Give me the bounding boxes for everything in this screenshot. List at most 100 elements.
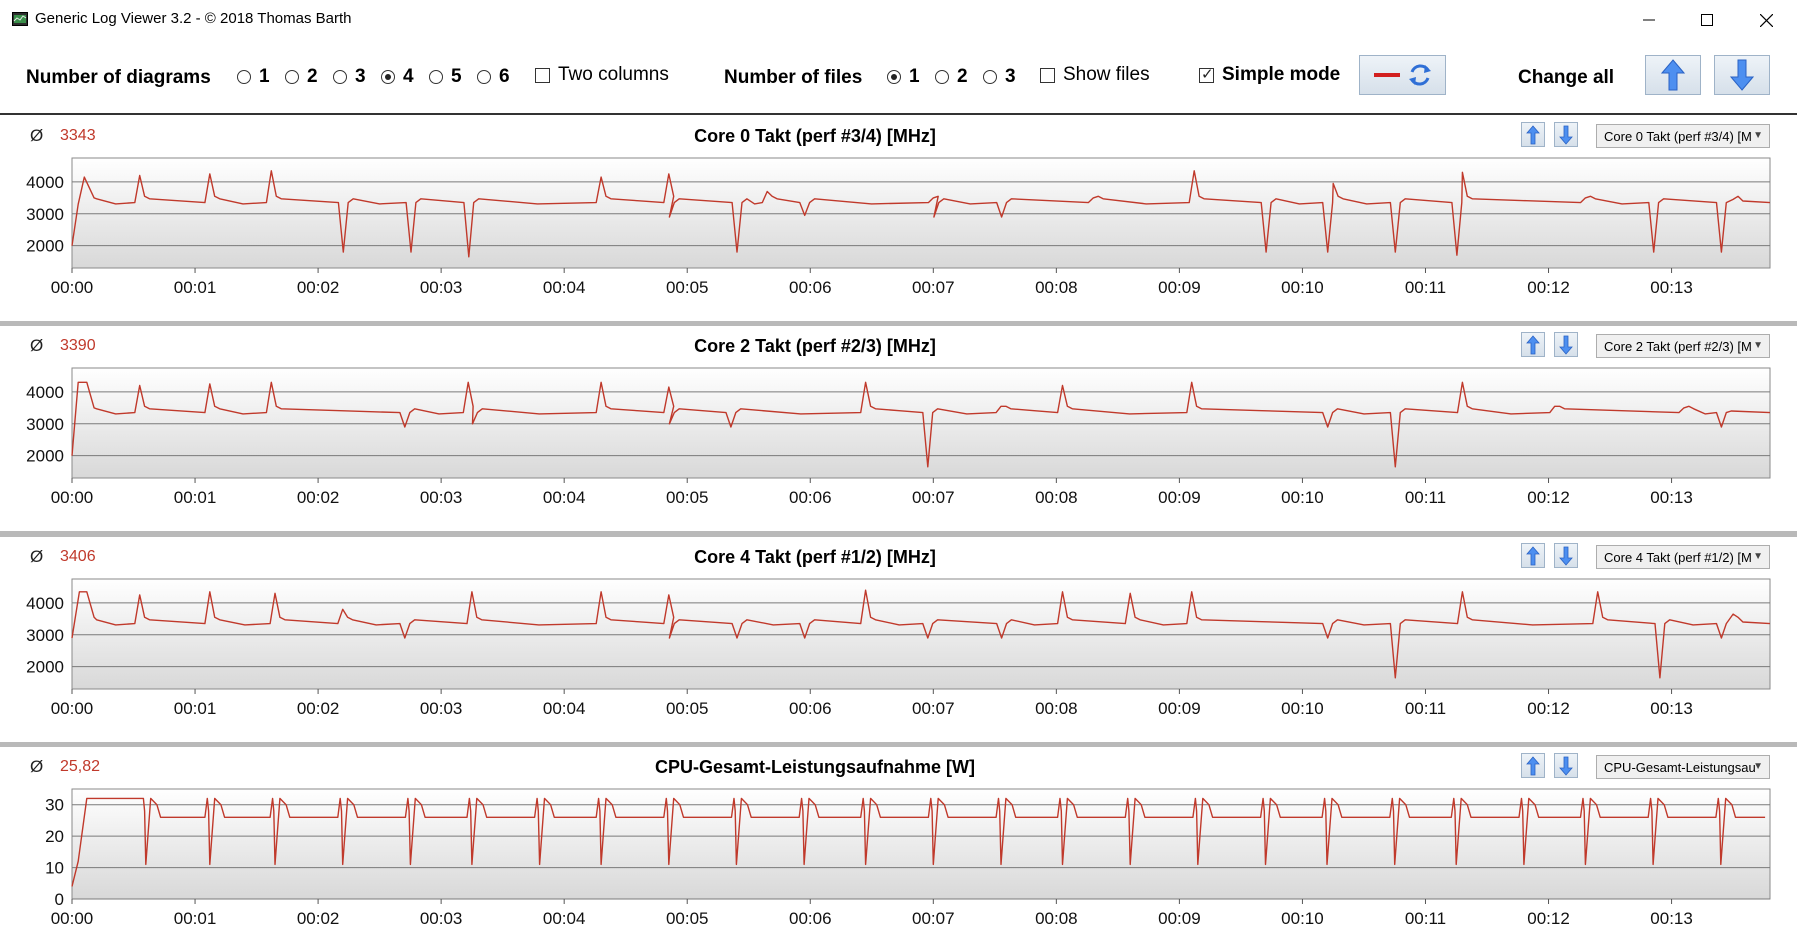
minimize-button[interactable]: [1620, 0, 1678, 40]
change-all-label: Change all: [1518, 67, 1615, 88]
diagram-panel-3: Ø 3406 Core 4 Takt (perf #1/2) [MHz] Cor…: [0, 537, 1797, 742]
arrow-down-icon: [1730, 59, 1754, 91]
simple-mode-checkbox[interactable]: Simple mode: [1199, 64, 1340, 86]
diagrams-radio-6[interactable]: 6: [477, 66, 510, 88]
line-color-refresh-button[interactable]: [1359, 55, 1446, 95]
x-tick-label: 00:06: [789, 699, 832, 718]
x-tick-label: 00:13: [1650, 699, 1693, 718]
x-tick-label: 00:01: [174, 278, 217, 297]
arrow-up-icon: [1526, 545, 1540, 565]
move-diagram-up-button[interactable]: [1521, 122, 1545, 147]
radio-label: 3: [1005, 66, 1016, 87]
diagrams-radio-3[interactable]: 3: [333, 66, 366, 88]
move-diagram-up-button[interactable]: [1521, 753, 1545, 778]
y-tick-label: 2000: [26, 447, 64, 466]
app-icon: [12, 12, 28, 26]
move-diagram-up-button[interactable]: [1521, 543, 1545, 568]
move-all-up-button[interactable]: [1645, 55, 1701, 95]
x-tick-label: 00:12: [1527, 699, 1570, 718]
radio-dot: [237, 70, 251, 84]
x-tick-label: 00:09: [1158, 278, 1201, 297]
x-tick-label: 00:10: [1281, 278, 1324, 297]
move-diagram-down-button[interactable]: [1554, 122, 1578, 147]
move-diagram-down-button[interactable]: [1554, 543, 1578, 568]
x-tick-label: 00:02: [297, 909, 340, 928]
x-tick-label: 00:11: [1405, 278, 1446, 297]
x-tick-label: 00:02: [297, 699, 340, 718]
move-diagram-down-button[interactable]: [1554, 753, 1578, 778]
x-tick-label: 00:10: [1281, 699, 1324, 718]
radio-label: 1: [909, 66, 920, 87]
diagram-panel-2: Ø 3390 Core 2 Takt (perf #2/3) [MHz] Cor…: [0, 326, 1797, 531]
x-tick-label: 00:12: [1527, 909, 1570, 928]
x-tick-label: 00:07: [912, 488, 955, 507]
average-value: 3343: [60, 127, 96, 144]
x-tick-label: 00:01: [174, 488, 217, 507]
diagrams-radio-4[interactable]: 4: [381, 66, 414, 88]
diagram-title: Core 4 Takt (perf #1/2) [MHz]: [694, 547, 936, 567]
x-tick-label: 00:00: [51, 909, 94, 928]
chevron-down-icon: ▼: [1753, 340, 1763, 351]
average-symbol: Ø: [30, 757, 44, 776]
chart-plot-4: 0 10 20 30 00:00 00:01 00:02 00:03 00:04 00:05 00:…: [45, 788, 1771, 928]
radio-label: 2: [957, 66, 968, 87]
x-tick-label: 00:12: [1527, 278, 1570, 297]
checkbox-label: Two columns: [558, 64, 669, 85]
files-label: Number of files: [724, 67, 863, 88]
y-tick-label: 3000: [26, 626, 64, 645]
move-diagram-up-button[interactable]: [1521, 332, 1545, 357]
x-tick-label: 00:03: [420, 699, 463, 718]
average-symbol: Ø: [30, 336, 44, 355]
show-files-checkbox[interactable]: Show files: [1040, 64, 1150, 86]
x-tick-label: 00:07: [912, 278, 955, 297]
x-tick-label: 00:09: [1158, 488, 1201, 507]
sensor-select[interactable]: Core 4 Takt (perf #1/2) [M ▼: [1596, 545, 1770, 569]
y-tick-label: 2000: [26, 237, 64, 256]
x-tick-label: 00:08: [1035, 699, 1078, 718]
move-all-down-button[interactable]: [1714, 55, 1770, 95]
minimize-icon: [1643, 19, 1655, 21]
x-tick-label: 00:04: [543, 278, 586, 297]
arrow-down-icon: [1559, 125, 1573, 145]
sensor-select[interactable]: Core 2 Takt (perf #2/3) [M ▼: [1596, 334, 1770, 358]
chart-plot-1: 2000 3000 4000 00:00 00:01 00:02 00:03 00:04 00:…: [26, 157, 1771, 297]
diagrams-radio-1[interactable]: 1: [237, 66, 270, 88]
radio-dot: [333, 70, 347, 84]
diagram-title: Core 0 Takt (perf #3/4) [MHz]: [694, 126, 936, 146]
title-bar: Generic Log Viewer 3.2 - © 2018 Thomas B…: [0, 0, 1797, 40]
sensor-select[interactable]: Core 0 Takt (perf #3/4) [M ▼: [1596, 124, 1770, 148]
diagrams-radio-2[interactable]: 2: [285, 66, 318, 88]
y-tick-label: 4000: [26, 383, 64, 402]
chevron-down-icon: ▼: [1753, 761, 1763, 772]
two-columns-checkbox[interactable]: Two columns: [535, 64, 669, 86]
x-tick-label: 00:11: [1405, 909, 1446, 928]
y-tick-label: 0: [55, 890, 64, 909]
checkbox-box: [535, 67, 550, 83]
files-radio-1[interactable]: 1: [887, 66, 920, 88]
x-tick-label: 00:08: [1035, 909, 1078, 928]
radio-dot: [477, 70, 491, 84]
close-button[interactable]: [1737, 0, 1795, 40]
panel-divider: [0, 742, 1797, 748]
x-tick-label: 00:08: [1035, 488, 1078, 507]
files-radio-3[interactable]: 3: [983, 66, 1016, 88]
sensor-select[interactable]: CPU-Gesamt-Leistungsau ▼: [1596, 755, 1770, 779]
average-symbol: Ø: [30, 126, 44, 145]
diagrams-radio-5[interactable]: 5: [429, 66, 462, 88]
maximize-button[interactable]: [1678, 0, 1736, 40]
x-tick-label: 00:05: [666, 488, 709, 507]
y-tick-label: 30: [45, 796, 64, 815]
radio-dot: [429, 70, 443, 84]
radio-label: 6: [499, 66, 510, 87]
radio-label: 3: [355, 66, 366, 87]
arrow-down-icon: [1559, 756, 1573, 776]
sensor-select-value: Core 0 Takt (perf #3/4) [M: [1604, 129, 1752, 144]
move-diagram-down-button[interactable]: [1554, 332, 1578, 357]
plot-area: [71, 157, 1771, 269]
series-line: [71, 170, 1771, 258]
y-tick-label: 2000: [26, 658, 64, 677]
x-tick-label: 00:02: [297, 278, 340, 297]
files-radio-2[interactable]: 2: [935, 66, 968, 88]
x-tick-label: 00:06: [789, 909, 832, 928]
close-icon: [1759, 13, 1773, 27]
